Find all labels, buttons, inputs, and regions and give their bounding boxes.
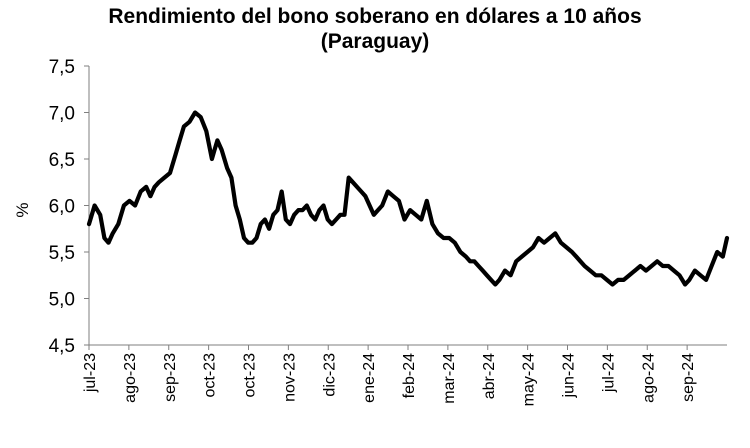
chart-title: Rendimiento del bono soberano en dólares… [0, 4, 750, 54]
y-tick-label: 6,5 [49, 150, 75, 171]
x-tick-label: jul-23 [82, 353, 99, 393]
y-tick-label: 7,0 [49, 104, 75, 125]
y-axis-label: % [13, 202, 32, 217]
x-tick-label: may-24 [521, 353, 538, 406]
x-axis: jul-23 ago-23 sep-23 oct-23 oct-23 nov-23 dic-… [82, 344, 727, 406]
x-tick-label: abr-24 [481, 353, 498, 399]
x-tick-label: oct-23 [242, 353, 259, 398]
x-tick-label: jun-24 [561, 353, 578, 399]
x-tick-label: feb-24 [401, 353, 418, 398]
x-tick-label: ago-23 [122, 353, 139, 403]
x-tick-label: dic-23 [321, 353, 338, 397]
chart-title-line2: (Paraguay) [320, 30, 430, 53]
y-tick-label: 5,0 [49, 290, 75, 311]
x-tick-label: jul-24 [600, 353, 617, 393]
x-tick-label: nov-23 [281, 353, 298, 402]
x-tick-label: oct-23 [202, 353, 219, 398]
x-tick-label: ago-24 [640, 353, 657, 403]
x-tick-label: ene-24 [361, 353, 378, 403]
x-tick-label: sep-24 [680, 353, 697, 402]
chart-title-line1: Rendimiento del bono soberano en dólares… [108, 5, 642, 28]
series-line-yield [86, 110, 730, 287]
y-axis: 4,5 5,0 5,5 6,0 6,5 7,0 7,5 [49, 57, 90, 357]
y-tick-label: 4,5 [49, 336, 75, 357]
y-tick-label: 6,0 [49, 197, 75, 218]
x-tick-label: mar-24 [441, 353, 458, 404]
y-tick-label: 5,5 [49, 243, 75, 264]
y-tick-label: 7,5 [49, 57, 75, 78]
x-tick-label: sep-23 [162, 353, 179, 402]
